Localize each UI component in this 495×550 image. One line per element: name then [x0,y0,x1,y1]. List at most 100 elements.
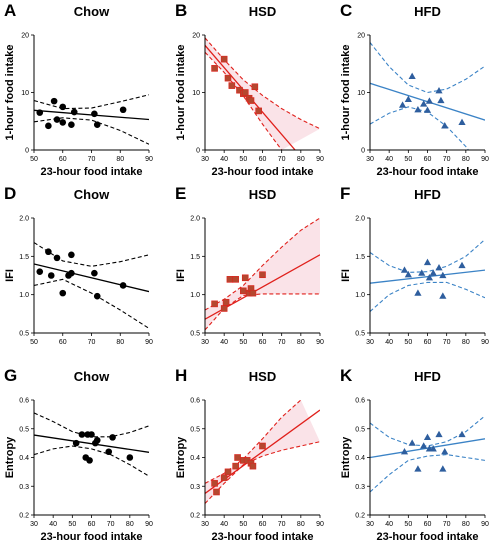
x-tick-label: 90 [145,339,153,346]
data-point [36,109,44,116]
data-point [59,119,67,126]
data-point [398,101,407,108]
y-tick-label: 1.0 [355,292,365,299]
panel-letter: A [4,1,16,20]
panel-letter: K [340,366,353,385]
ci-lower-curve [34,445,149,477]
y-tick-label: 0.5 [190,426,200,433]
data-point [241,89,249,96]
panel-letter: H [175,366,187,385]
x-tick-label: 50 [30,156,38,163]
x-axis-label: 23-hour food intake [211,531,313,543]
data-point [70,108,78,116]
data-point [420,442,428,449]
x-tick-label: 80 [462,521,470,528]
y-tick-label: 0.6 [190,398,200,405]
x-tick-label: 50 [239,521,247,528]
data-point [211,480,218,487]
x-tick-label: 70 [278,156,286,163]
x-tick-label: 90 [481,156,489,163]
x-tick-label: 60 [259,339,267,346]
ci-upper-curve [370,239,485,273]
x-tick-label: 30 [366,339,374,346]
data-point [408,439,416,446]
data-point [86,457,93,464]
panel-title: Chow [74,187,110,202]
data-point [429,445,437,452]
regression-line [205,409,320,494]
y-axis-label: 1-hour food intake [340,45,352,141]
x-tick-label: 70 [278,521,286,528]
x-axis-label: 23-hour food intake [376,531,478,543]
panel-h: H HSD 30 40 50 60 70 80 90 0.2 0.3 0.4 0.5 0.6 23-hour… [175,366,324,543]
data-point [53,254,61,262]
data-point [418,269,426,276]
y-tick-label: 0.6 [355,398,365,405]
x-tick-label: 50 [239,339,247,346]
panel-b: B HSD 30 40 50 60 70 80 90 0 10 20 23-hour food inta… [175,1,324,178]
ci-upper-curve [370,42,485,94]
plot-area [370,42,485,150]
y-tick-label: 0.6 [19,398,29,405]
x-tick-label: 90 [481,521,489,528]
data-point [425,274,434,281]
x-tick-label: 60 [259,156,267,163]
data-point [423,258,432,266]
x-tick-label: 50 [30,339,38,346]
y-tick-label: 0.5 [355,331,365,338]
x-tick-label: 30 [366,156,374,163]
x-tick-label: 80 [462,339,470,346]
data-point [226,276,234,283]
x-tick-label: 40 [385,156,393,163]
x-tick-label: 60 [59,156,67,163]
x-tick-label: 60 [424,521,432,528]
data-point [109,434,116,441]
data-point [224,74,232,82]
regression-line [34,263,149,293]
y-axis-label: 1-hour food intake [175,45,187,141]
data-point [45,248,52,256]
regression-line [34,434,149,453]
x-tick-label: 90 [145,156,153,163]
y-axis-label: IFI [4,269,16,282]
y-tick-label: 2.0 [355,216,365,223]
y-tick-label: 1.0 [190,292,200,299]
y-tick-label: 0.4 [190,455,200,462]
data-point [400,447,409,455]
y-tick-label: 1.5 [355,254,365,261]
x-tick-label: 50 [404,339,412,346]
data-point [247,97,255,104]
panel-title: HSD [249,369,276,384]
y-tick-label: 1.0 [19,292,29,299]
x-tick-label: 70 [443,156,451,163]
data-point [439,292,447,299]
data-point [408,72,416,79]
panel-d: D Chow 50 60 70 80 90 0.5 1.0 1.5 2.0 IFI [4,184,153,346]
panel-title: HSD [249,4,276,19]
regression-line [370,269,485,284]
data-point [435,430,443,438]
x-axis-label: 23-hour food intake [40,531,142,543]
data-point [425,97,434,104]
data-point [91,269,98,277]
ci-lower-curve [370,454,485,493]
data-point [458,118,466,125]
y-tick-label: 2.0 [190,216,200,223]
panel-k: K HFD 30 40 50 60 70 80 90 0.2 0.3 0.4 0.5 0.6 23-hour… [340,366,489,543]
data-point [414,289,422,296]
x-tick-label: 40 [220,521,228,528]
x-axis-label: 23-hour food intake [376,166,478,178]
ci-lower-curve [34,117,149,145]
y-tick-label: 20 [192,33,200,40]
data-point [36,268,44,275]
y-tick-label: 1.5 [19,254,29,261]
data-point [423,433,432,440]
panel-f: F HFD 30 40 50 60 70 80 90 0.5 1.0 1.5 2.0 IFI [340,184,489,346]
confidence-band [205,37,320,150]
x-tick-label: 50 [404,156,412,163]
data-point [119,106,127,114]
y-tick-label: 0.5 [19,426,29,433]
x-axis-label: 23-hour food intake [40,166,142,178]
data-point [213,488,220,496]
data-point [234,454,241,461]
